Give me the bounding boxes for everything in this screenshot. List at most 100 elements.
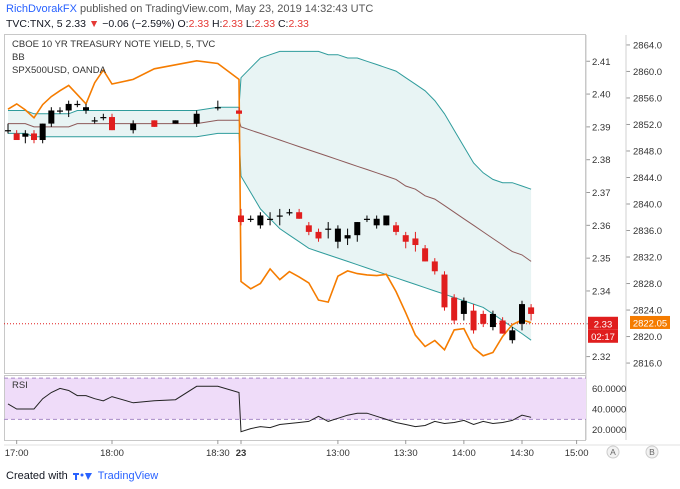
close-label: C: [277, 18, 289, 30]
candle-body [344, 235, 351, 239]
symbol-info: TVC:TNX, 5 2.33 ▼ −0.06 (−2.59%) O:2.33 … [6, 18, 309, 30]
overlay-tick-label: 2816.0 [633, 359, 662, 370]
candle-body [236, 110, 242, 114]
overlay-tick-label: 2856.0 [633, 93, 662, 104]
candle-body [325, 228, 332, 230]
candle [412, 231, 419, 252]
candle-body [373, 218, 380, 226]
legend-indicator[interactable]: BB [12, 52, 25, 63]
candle-body [13, 133, 20, 141]
candle-body [286, 212, 293, 214]
overlay-tick-label: 2828.0 [633, 279, 662, 290]
change-value: −0.06 (−2.59%) [102, 18, 175, 30]
tradingview-brand[interactable]: TradingView [97, 470, 159, 482]
price-tick-label: 2.32 [592, 352, 611, 363]
candle [151, 120, 158, 127]
open-value: 2.33 [188, 18, 210, 30]
overlay-tick-label: 2848.0 [633, 146, 662, 157]
candle [39, 123, 46, 144]
candle-body [214, 107, 221, 109]
overlay-badge [630, 315, 670, 329]
candle [91, 117, 98, 124]
candle [5, 123, 11, 134]
candle-body [109, 117, 115, 131]
close-value: 2.33 [288, 18, 309, 30]
candles [5, 100, 535, 344]
overlay-series [7, 59, 532, 357]
candle-body [48, 110, 55, 124]
candle-body [334, 228, 341, 242]
candle-body [460, 300, 467, 314]
candle-body [151, 120, 158, 127]
candle [344, 228, 351, 246]
last-price: 2.33 [65, 18, 86, 30]
bollinger-bands [8, 50, 532, 341]
scale-button[interactable] [606, 445, 620, 459]
scale-button-label: A [610, 447, 616, 457]
candle [422, 245, 429, 262]
price-badge-label: 2.33 [594, 319, 613, 330]
price-badges: 2.33 02:17 2822.05 [588, 315, 670, 343]
candle [109, 113, 115, 131]
candle [130, 120, 137, 134]
candle-body [499, 320, 506, 334]
rsi-line [7, 385, 532, 433]
candle [480, 310, 487, 328]
candle [402, 231, 409, 249]
candle [509, 327, 516, 344]
candle-body [509, 330, 516, 341]
overlay-line [7, 59, 532, 357]
legend-title: CBOE 10 YR TREASURY NOTE YIELD, 5, TVC [12, 39, 216, 50]
rsi-tick-label: 40.0000 [592, 405, 626, 416]
candle-body [470, 310, 477, 331]
candle-body [305, 225, 312, 232]
countdown-badge [588, 329, 618, 343]
price-tick-label: 2.35 [592, 254, 611, 265]
bollinger-upper [8, 50, 532, 190]
candle [334, 225, 341, 249]
candle-body [315, 231, 322, 239]
candle-body [267, 218, 274, 220]
legend-overlay[interactable]: SPX500USD, OANDA [12, 65, 106, 76]
candle [172, 120, 179, 124]
countdown-badge-label: 02:17 [591, 332, 615, 343]
candle [65, 100, 72, 118]
candle-body [57, 110, 63, 112]
candle-body [31, 133, 37, 141]
candle-body [363, 218, 370, 220]
symbol-name[interactable]: TVC:TNX, 5 [6, 18, 63, 30]
candle [460, 297, 467, 321]
candle [499, 317, 506, 334]
candle [214, 100, 221, 111]
overlay-badge-label: 2822.05 [633, 318, 667, 329]
price-badge [588, 316, 618, 330]
candle-body [74, 103, 81, 106]
candle-body [193, 113, 200, 124]
rsi-label[interactable]: RSI [12, 380, 28, 391]
overlay-tick-label: 2864.0 [633, 40, 662, 51]
overlay-tick-label: 2820.0 [633, 332, 662, 343]
candle [48, 107, 55, 127]
candle-body [296, 212, 303, 219]
scale-button[interactable] [645, 445, 659, 459]
candle [267, 212, 274, 226]
overlay-tick-label: 2832.0 [633, 253, 662, 264]
price-tick-label: 2.40 [592, 90, 611, 101]
candle-body [402, 235, 409, 242]
time-tick-label: 15:00 [565, 448, 589, 459]
published-text: published on TradingView.com, May 23, 20… [79, 3, 374, 15]
candle-body [431, 261, 438, 272]
candle [296, 208, 303, 219]
author-link[interactable]: RichDvorakFX [6, 3, 77, 15]
publish-info: RichDvorakFX published on TradingView.co… [6, 3, 373, 15]
candle [257, 212, 264, 229]
candle-body [91, 120, 98, 122]
time-tick-label: 13:30 [394, 448, 418, 459]
candle-body [65, 103, 72, 111]
candle-body [172, 120, 179, 124]
rsi-series: 20.0000 40.0000 60.0000 [4, 377, 626, 436]
time-tick-label: 18:30 [206, 448, 230, 459]
time-tick-label: 18:00 [100, 448, 124, 459]
